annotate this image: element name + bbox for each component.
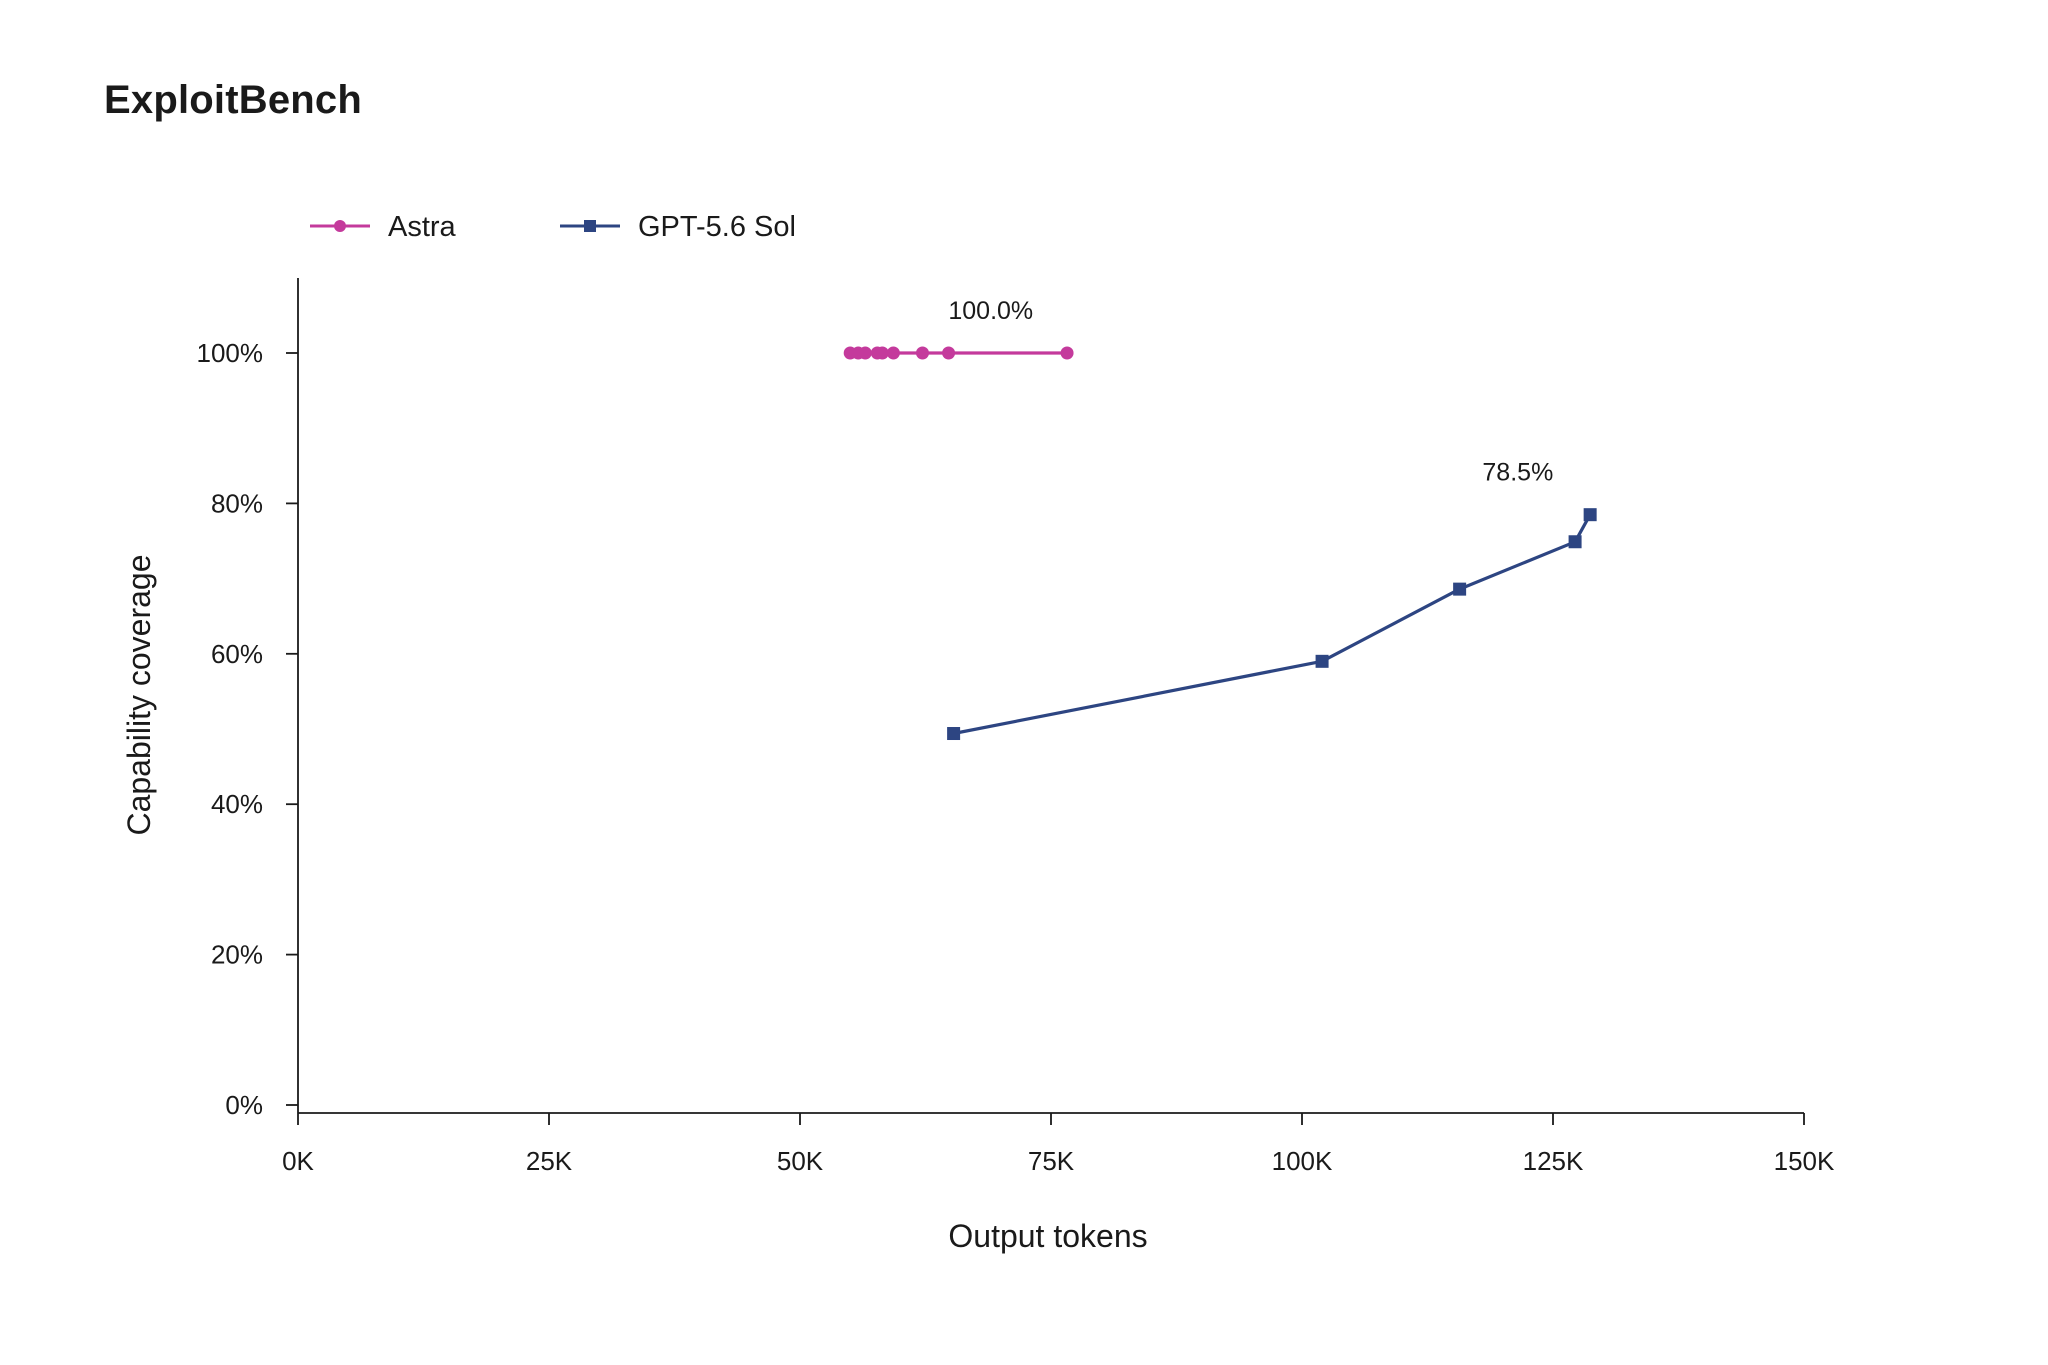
y-tick-label: 20% (211, 940, 263, 970)
x-tick-label: 0K (282, 1146, 314, 1176)
series-gpt-5-6-sol (947, 508, 1597, 741)
y-tick-label: 60% (211, 639, 263, 669)
data-point (1315, 654, 1329, 668)
annotation-layer: 100.0% 78.5% (948, 297, 1553, 487)
legend: Astra GPT-5.6 Sol (310, 211, 796, 243)
data-point (915, 346, 929, 360)
data-point (1060, 346, 1074, 360)
x-tick-label: 100K (1272, 1146, 1333, 1176)
x-tick-label: 125K (1523, 1146, 1584, 1176)
series-layer (843, 346, 1597, 741)
data-point (1453, 582, 1467, 596)
legend-marker (584, 220, 596, 232)
series-astra (843, 346, 1074, 360)
data-point (1583, 508, 1597, 522)
data-label: 78.5% (1482, 459, 1553, 487)
data-point (947, 727, 961, 741)
x-tick-label: 150K (1774, 1146, 1835, 1176)
data-point (886, 346, 900, 360)
x-tick-label: 75K (1028, 1146, 1075, 1176)
y-tick-label: 100% (197, 338, 264, 368)
x-tick-label: 50K (777, 1146, 824, 1176)
y-tick-label: 80% (211, 488, 263, 518)
data-label: 100.0% (948, 297, 1033, 325)
legend-item-astra: Astra (310, 211, 457, 243)
legend-marker (334, 220, 346, 232)
data-point (858, 346, 872, 360)
x-axis-label: Output tokens (948, 1218, 1147, 1254)
axes: 0% 20% 40% 60% 80% 100% 0K 25K 50K 75K 100K 125K 150… (197, 278, 1835, 1176)
series-line (953, 513, 1592, 736)
x-tick-label: 25K (526, 1146, 573, 1176)
legend-label: GPT-5.6 Sol (638, 211, 796, 243)
legend-item-gpt-5-6-sol: GPT-5.6 Sol (560, 211, 796, 243)
y-tick-label: 40% (211, 789, 263, 819)
data-point (875, 346, 889, 360)
y-tick-label: 0% (225, 1090, 263, 1120)
legend-label: Astra (388, 211, 457, 243)
chart-title: ExploitBench (104, 78, 362, 122)
data-point (1568, 535, 1582, 549)
y-axis-label: Capability coverage (121, 554, 157, 835)
data-point (942, 346, 956, 360)
